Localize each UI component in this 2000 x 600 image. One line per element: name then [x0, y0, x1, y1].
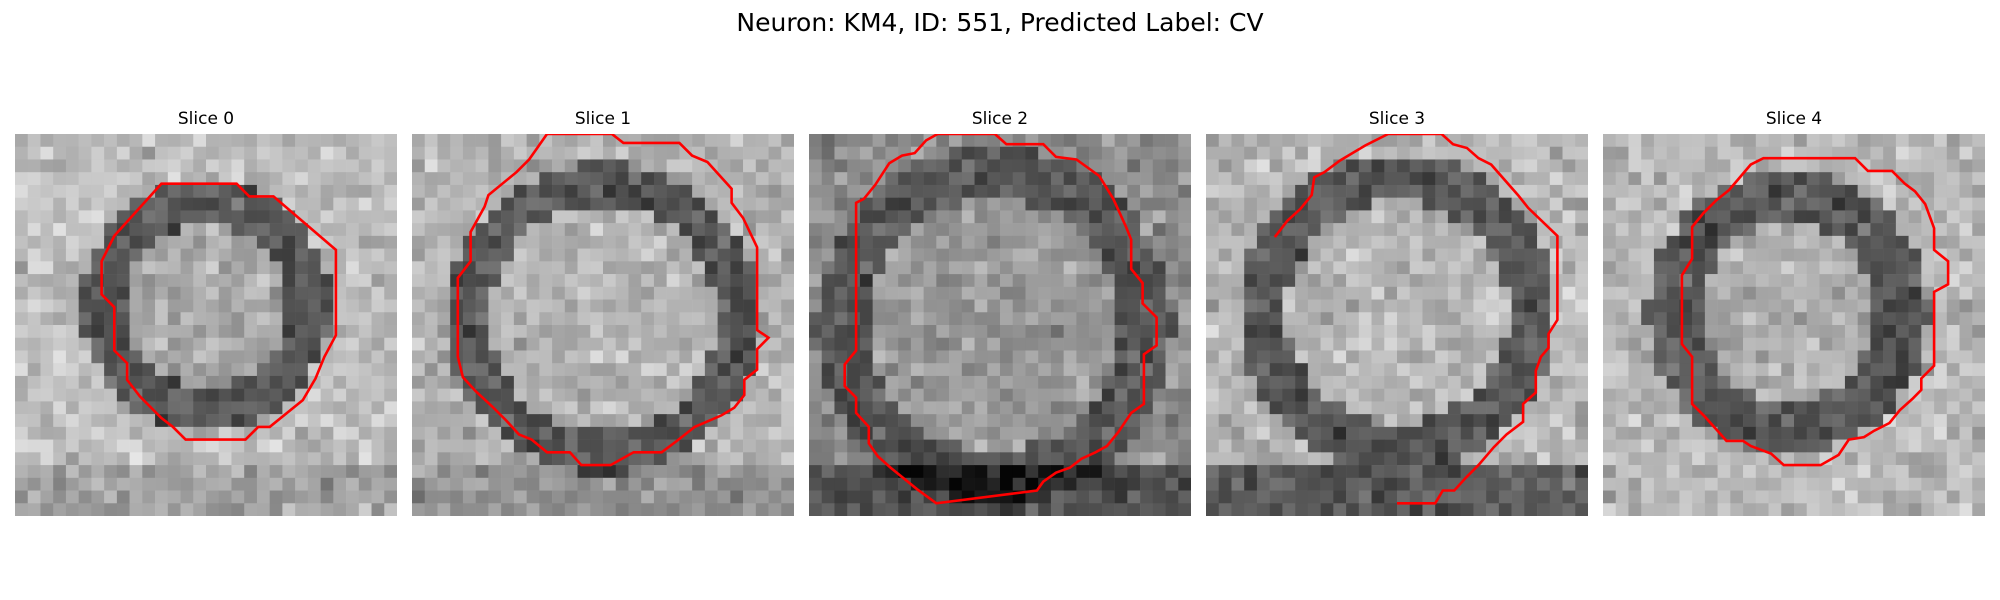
slice-panel-0: Slice 0 [15, 108, 397, 516]
segmentation-contour [456, 134, 771, 467]
segmentation-contour [843, 134, 1158, 505]
segmentation-contour [1680, 156, 1950, 467]
slice-panel-3: Slice 3 [1206, 108, 1588, 516]
slice-image [412, 134, 794, 516]
slice-title: Slice 1 [574, 109, 632, 129]
slice-title: Slice 4 [1765, 109, 1823, 129]
slice-panel-1: Slice 1 [412, 108, 794, 516]
slice-title: Slice 0 [177, 109, 235, 129]
slice-image [15, 134, 397, 516]
slice-title: Slice 2 [971, 109, 1029, 129]
slice-panel-2: Slice 2 [809, 108, 1191, 516]
slice-title: Slice 3 [1368, 109, 1426, 129]
figure-title: Neuron: KM4, ID: 551, Predicted Label: C… [736, 8, 1264, 37]
slice-image [1206, 134, 1588, 516]
slice-panel-4: Slice 4 [1603, 108, 1985, 516]
segmentation-contour [100, 182, 338, 441]
segmentation-contour [1273, 134, 1559, 505]
slice-image [809, 134, 1191, 516]
slice-image [1603, 134, 1985, 516]
